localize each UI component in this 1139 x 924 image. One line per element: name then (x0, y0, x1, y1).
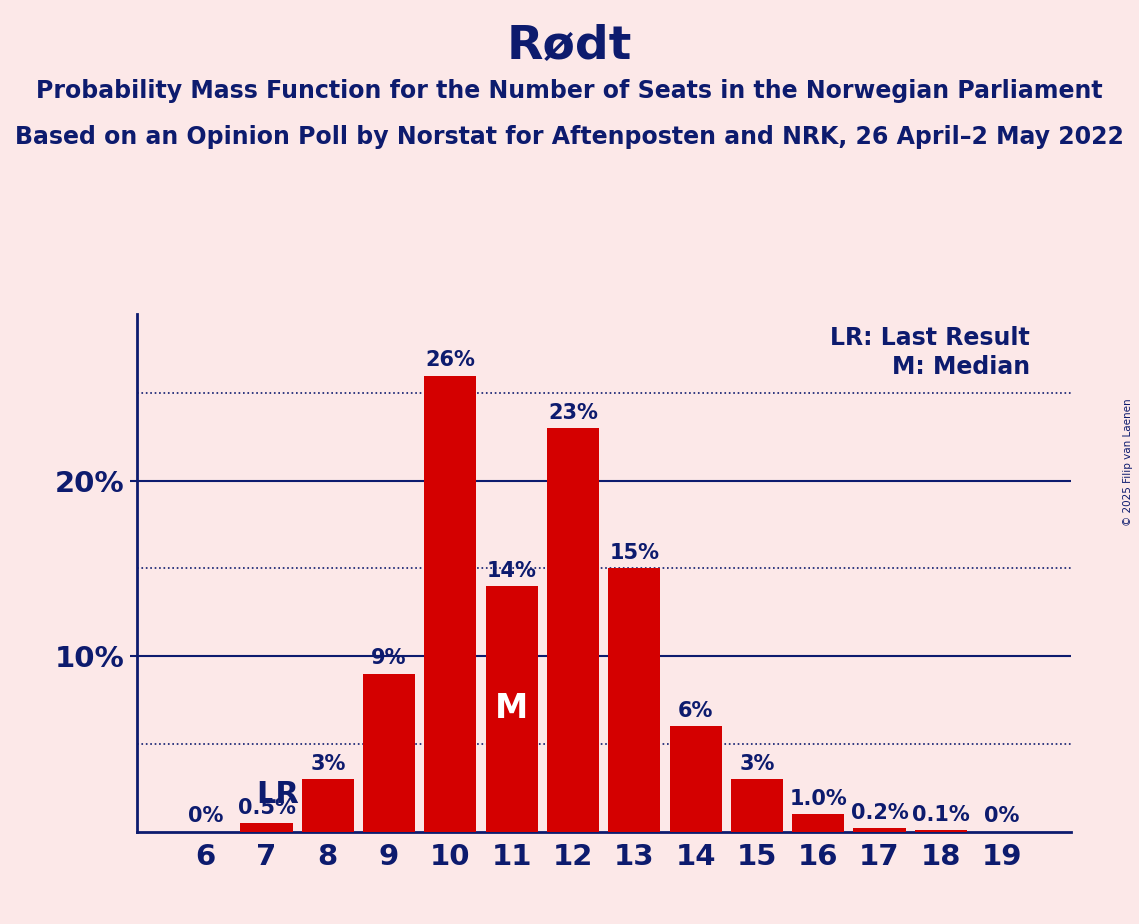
Text: 0%: 0% (984, 807, 1019, 826)
Text: 0.5%: 0.5% (238, 797, 295, 818)
Text: Based on an Opinion Poll by Norstat for Aftenposten and NRK, 26 April–2 May 2022: Based on an Opinion Poll by Norstat for … (15, 125, 1124, 149)
Text: 26%: 26% (426, 350, 475, 371)
Text: 3%: 3% (739, 754, 775, 773)
Bar (485, 586, 538, 832)
Bar (793, 814, 844, 832)
Bar (425, 375, 476, 832)
Text: © 2025 Filip van Laenen: © 2025 Filip van Laenen (1123, 398, 1133, 526)
Text: Rødt: Rødt (507, 23, 632, 68)
Bar (547, 428, 599, 832)
Bar (853, 828, 906, 832)
Text: M: Median: M: Median (892, 355, 1030, 379)
Text: 3%: 3% (310, 754, 345, 773)
Bar (670, 726, 722, 832)
Bar (608, 568, 661, 832)
Text: M: M (495, 692, 528, 725)
Text: 14%: 14% (486, 561, 536, 581)
Bar (915, 830, 967, 832)
Text: 0.1%: 0.1% (912, 805, 969, 824)
Text: 6%: 6% (678, 701, 713, 721)
Text: 15%: 15% (609, 543, 659, 564)
Bar (363, 674, 415, 832)
Text: 23%: 23% (548, 403, 598, 423)
Text: LR: Last Result: LR: Last Result (830, 326, 1030, 350)
Text: 0.2%: 0.2% (851, 803, 909, 823)
Text: LR: LR (256, 780, 298, 809)
Bar (731, 779, 782, 832)
Text: 1.0%: 1.0% (789, 789, 847, 808)
Text: Probability Mass Function for the Number of Seats in the Norwegian Parliament: Probability Mass Function for the Number… (36, 79, 1103, 103)
Bar (302, 779, 354, 832)
Text: 0%: 0% (188, 807, 223, 826)
Bar (240, 823, 293, 832)
Text: 9%: 9% (371, 649, 407, 668)
